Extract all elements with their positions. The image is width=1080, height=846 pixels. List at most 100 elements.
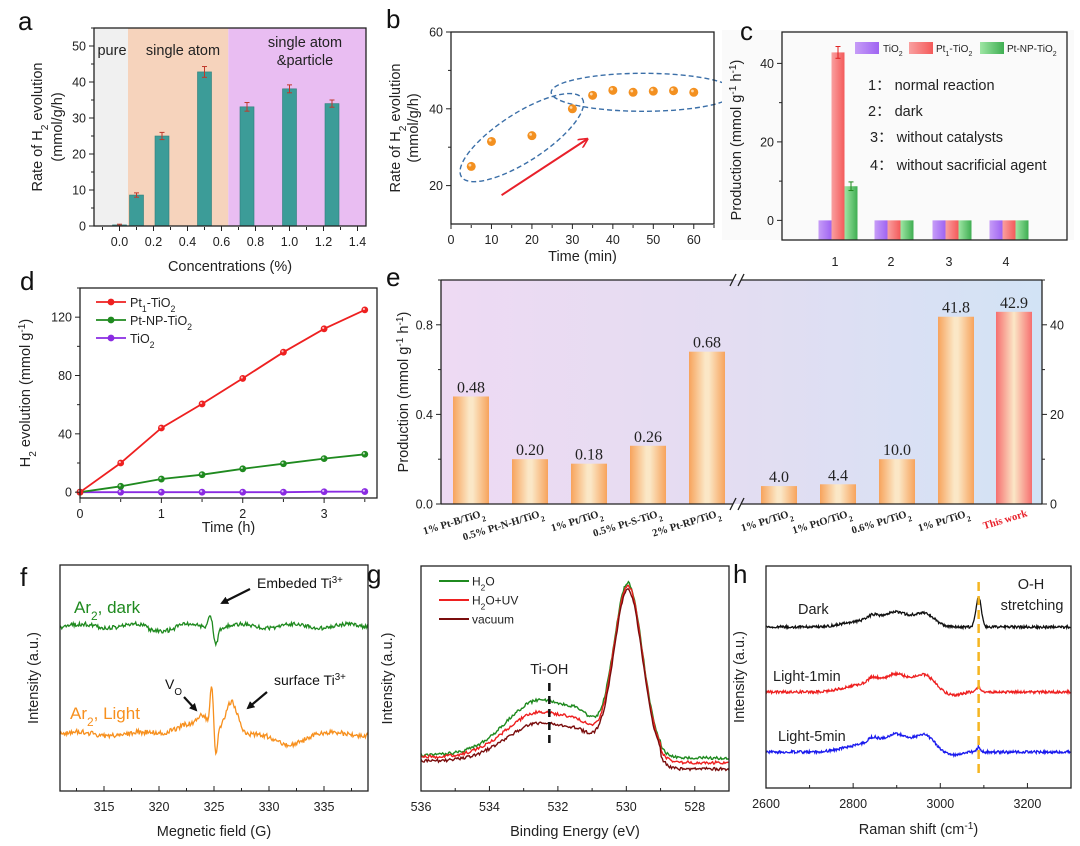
data-point-TiO2 bbox=[239, 488, 247, 496]
bar-value-label: 4.4 bbox=[828, 467, 848, 484]
y-tick-label: 0.8 bbox=[416, 318, 433, 332]
y-axis-title-part: Intensity (a.u.) bbox=[380, 633, 396, 725]
y-axis-title-part: Production (mmol g bbox=[396, 347, 412, 473]
region-label-single-atom-particle: &particle bbox=[277, 53, 333, 69]
y-axis-title-units: (mmol/g/h) bbox=[406, 93, 422, 162]
data-point-highlight bbox=[529, 132, 533, 136]
data-point-Pt-NP-TiO2 bbox=[117, 482, 125, 490]
legend-label-H2O: H2O bbox=[472, 575, 495, 593]
axis-break-mark bbox=[729, 273, 737, 287]
plot-frame bbox=[450, 31, 715, 225]
legend-label-H2O+UV-part: H bbox=[472, 594, 481, 608]
x-category-label: This work bbox=[982, 508, 1029, 532]
x-axis-title: Binding Energy (eV) bbox=[510, 824, 640, 840]
x-tick-label: 0.2 bbox=[145, 235, 162, 249]
data-point-Pt1-TiO2 bbox=[198, 400, 206, 408]
region-label-pure: pure bbox=[97, 43, 126, 59]
x-tick-label: 4 bbox=[1003, 255, 1010, 269]
panel-letter: b bbox=[386, 4, 400, 34]
x-axis-title: Time (min) bbox=[548, 249, 617, 265]
data-point-Pt1-TiO2 bbox=[239, 375, 247, 382]
label-ar2-light: Ar2, Light bbox=[70, 704, 140, 729]
data-point-highlight bbox=[362, 489, 365, 492]
y-axis-title-part: -1 bbox=[17, 323, 28, 332]
bar-Pt-NP-TiO2 bbox=[958, 220, 972, 240]
y-axis-title-part: -1 bbox=[728, 85, 739, 94]
legend-label-tio2-part: 2 bbox=[150, 340, 155, 350]
data-point-Pt-NP-TiO2 bbox=[320, 455, 328, 463]
x-axis-title-part: Raman shift (cm bbox=[859, 822, 965, 838]
legend-label-pt-np-tio2-part: 2 bbox=[187, 322, 192, 332]
bar-Pt1-TiO2 bbox=[945, 220, 959, 240]
y-tick-label: 120 bbox=[51, 311, 72, 325]
legend-label-pt1-tio2: Pt1-TiO2 bbox=[936, 44, 972, 58]
y-tick-label: 0 bbox=[65, 486, 72, 500]
y-axis-title-part: -1 bbox=[728, 64, 739, 73]
legend-label-pt1-tio2-part: -TiO bbox=[147, 296, 171, 310]
data-point-highlight bbox=[281, 350, 284, 353]
data-point-Pt1-TiO2 bbox=[361, 306, 369, 314]
legend-label-tio2-part: TiO bbox=[130, 332, 150, 346]
y-axis-title-part: ) bbox=[396, 312, 412, 317]
x-category-label-part: 1% PtO/TiO bbox=[791, 510, 849, 537]
y-tick-label: 20 bbox=[429, 179, 443, 193]
y-axis-title-part: Intensity (a.u.) bbox=[26, 632, 42, 724]
x-tick-label: 3 bbox=[946, 255, 953, 269]
data-point-highlight bbox=[589, 92, 593, 96]
annotation-embeded-ti3: Embeded Ti3+ bbox=[257, 575, 343, 592]
bar bbox=[129, 194, 144, 227]
legend-label-pt-np-tio2-part: Pt-NP-TiO bbox=[1007, 44, 1053, 55]
panel-letter: a bbox=[18, 6, 33, 36]
data-point-Pt-NP-TiO2 bbox=[198, 471, 206, 479]
x-tick-label: 320 bbox=[149, 800, 170, 814]
y-tick-label: 0.4 bbox=[416, 408, 433, 422]
x-tick-label: 528 bbox=[684, 800, 705, 814]
bar bbox=[154, 135, 170, 227]
x-tick-label: 50 bbox=[646, 233, 660, 247]
bar-Pt-NP-TiO2 bbox=[844, 186, 858, 240]
legend-swatch-pt-np-tio2 bbox=[980, 42, 1004, 54]
x-category-label: 1% PtO/TiO2 bbox=[791, 508, 854, 540]
data-point-Pt-NP-TiO2 bbox=[239, 465, 247, 473]
data-point-TiO2 bbox=[157, 488, 165, 496]
legend-marker-Pt1-TiO2 bbox=[107, 298, 115, 306]
data-point-highlight bbox=[240, 490, 243, 493]
bar-value-label: 41.8 bbox=[942, 300, 970, 317]
x-category-label-sub: 2 bbox=[789, 514, 795, 524]
data-point-highlight bbox=[118, 490, 121, 493]
x-tick-label: 20 bbox=[525, 233, 539, 247]
panel-background bbox=[722, 30, 1074, 240]
data-point-Pt1-TiO2 bbox=[117, 459, 125, 467]
x-tick-label: 2800 bbox=[839, 797, 867, 811]
data-point bbox=[527, 131, 537, 141]
series-Light-1min bbox=[765, 670, 1071, 698]
legend-label-pt1-tio2-part: 2 bbox=[171, 304, 176, 314]
bar bbox=[512, 459, 548, 504]
x-axis-title-part: -1 bbox=[964, 821, 973, 832]
x-tick-label: 1.0 bbox=[281, 235, 298, 249]
bar-Pt-NP-TiO2 bbox=[1015, 220, 1029, 240]
bar-Pt1-TiO2 bbox=[887, 220, 901, 240]
bar bbox=[689, 351, 725, 504]
legend-label-vacuum-part: vacuum bbox=[472, 613, 514, 627]
bar-TiO2 bbox=[932, 220, 946, 240]
y-tick-label: 60 bbox=[429, 26, 443, 40]
arrow-vo bbox=[183, 696, 198, 712]
annotation-surface-ti3: surface Ti3+ bbox=[274, 672, 346, 689]
data-point bbox=[669, 86, 679, 96]
y-axis-title: H2 evolution (mmol g-1) bbox=[17, 319, 39, 467]
data-point bbox=[466, 161, 476, 171]
y-tick-label: 0.0 bbox=[416, 498, 433, 512]
legend-marker-TiO2 bbox=[107, 334, 115, 342]
region-label-single-atom-particle: single atom bbox=[268, 35, 342, 51]
region-0 bbox=[94, 28, 128, 226]
series-Dark bbox=[765, 595, 1071, 631]
x-tick-label: 315 bbox=[94, 800, 115, 814]
data-point-highlight bbox=[362, 307, 365, 311]
y-axis-title-units-part: (mmol/g/h) bbox=[406, 93, 422, 162]
bar-TiO2 bbox=[989, 220, 1003, 240]
data-point-Pt1-TiO2 bbox=[320, 325, 328, 333]
series-vacuum bbox=[420, 588, 730, 772]
